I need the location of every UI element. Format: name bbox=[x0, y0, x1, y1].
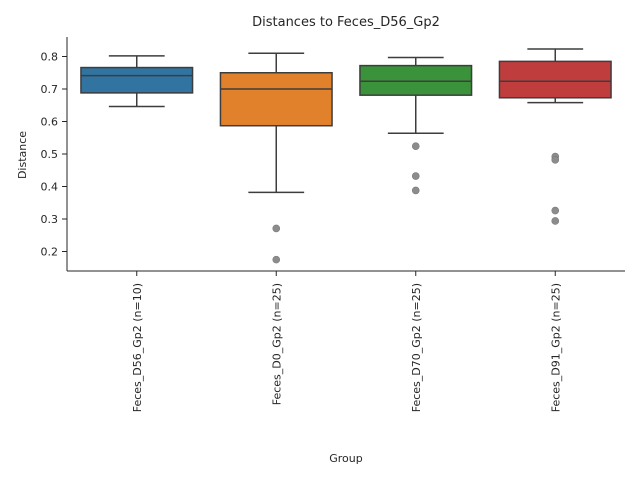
x-tick-label: Feces_D70_Gp2 (n=25) bbox=[410, 283, 423, 412]
outlier-point bbox=[551, 156, 560, 164]
y-tick-label: 0.4 bbox=[41, 181, 59, 194]
plot-area bbox=[80, 48, 612, 264]
x-tick-label: Feces_D56_Gp2 (n=10) bbox=[131, 283, 144, 412]
x-tick-label: Feces_D0_Gp2 (n=25) bbox=[270, 283, 283, 405]
outlier-point bbox=[551, 217, 560, 225]
box-group bbox=[498, 48, 612, 225]
box-group bbox=[359, 56, 473, 195]
outlier-point bbox=[551, 206, 560, 215]
box-iqr bbox=[219, 72, 333, 127]
x-tick-label: Feces_D91_Gp2 (n=25) bbox=[549, 283, 562, 412]
x-axis-label: Group bbox=[329, 452, 363, 465]
y-axis-label: Distance bbox=[16, 131, 29, 179]
y-tick-label: 0.6 bbox=[41, 116, 59, 129]
y-tick-label: 0.5 bbox=[41, 148, 59, 161]
chart-title: Distances to Feces_D56_Gp2 bbox=[252, 15, 440, 30]
box-iqr bbox=[80, 66, 194, 94]
y-tick-label: 0.3 bbox=[41, 213, 59, 226]
outlier-point bbox=[272, 224, 281, 233]
y-axis: 0.2 0.3 0.4 0.5 0.6 0.7 0.8 bbox=[41, 37, 68, 271]
box-iqr bbox=[498, 60, 612, 99]
box-group bbox=[80, 55, 194, 108]
box-iqr bbox=[359, 64, 473, 96]
x-axis: Feces_D56_Gp2 (n=10) Feces_D0_Gp2 (n=25) F… bbox=[67, 270, 625, 412]
outlier-point bbox=[411, 172, 420, 180]
y-tick-label: 0.8 bbox=[41, 51, 59, 64]
y-tick-label: 0.7 bbox=[41, 83, 59, 96]
y-tick-label: 0.2 bbox=[41, 246, 59, 259]
outlier-point bbox=[411, 186, 420, 195]
box-group bbox=[219, 52, 333, 264]
outlier-point bbox=[411, 142, 420, 150]
outlier-point bbox=[272, 255, 281, 264]
